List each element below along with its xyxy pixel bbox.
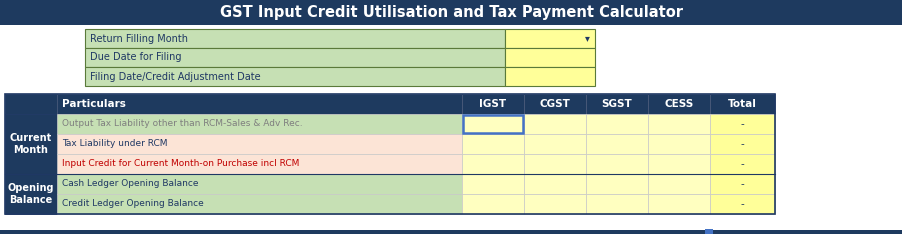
Bar bbox=[463, 115, 522, 133]
Bar bbox=[5, 174, 57, 214]
Text: CGST: CGST bbox=[539, 99, 570, 109]
Text: Current
Month: Current Month bbox=[10, 133, 52, 155]
Text: Total: Total bbox=[727, 99, 756, 109]
Bar bbox=[585, 94, 648, 114]
Text: -: - bbox=[740, 179, 743, 189]
Bar bbox=[585, 194, 648, 214]
Bar bbox=[5, 114, 57, 174]
Text: Filing Date/Credit Adjustment Date: Filing Date/Credit Adjustment Date bbox=[90, 72, 261, 81]
Bar bbox=[504, 29, 594, 48]
Bar bbox=[85, 67, 504, 86]
Bar bbox=[462, 134, 523, 154]
Text: Credit Ledger Opening Balance: Credit Ledger Opening Balance bbox=[62, 200, 204, 208]
Text: -: - bbox=[740, 119, 743, 129]
Text: -: - bbox=[740, 139, 743, 149]
Text: Due Date for Filing: Due Date for Filing bbox=[90, 52, 181, 62]
Text: Particulars: Particulars bbox=[62, 99, 125, 109]
Bar bbox=[0, 0, 902, 25]
Text: CESS: CESS bbox=[664, 99, 693, 109]
Bar bbox=[57, 94, 462, 114]
Bar bbox=[648, 94, 709, 114]
Text: SGST: SGST bbox=[601, 99, 631, 109]
Bar bbox=[5, 94, 57, 114]
Bar bbox=[709, 174, 774, 194]
Bar bbox=[523, 154, 585, 174]
Text: Output Tax Liability other than RCM-Sales & Adv Rec.: Output Tax Liability other than RCM-Sale… bbox=[62, 120, 302, 128]
Bar bbox=[709, 134, 774, 154]
Bar bbox=[523, 94, 585, 114]
Bar bbox=[57, 174, 462, 194]
Bar bbox=[462, 154, 523, 174]
Bar bbox=[585, 114, 648, 134]
Text: ▾: ▾ bbox=[584, 33, 589, 44]
Bar bbox=[523, 134, 585, 154]
Bar bbox=[57, 134, 462, 154]
Bar bbox=[462, 94, 523, 114]
Bar bbox=[5, 94, 774, 214]
Bar bbox=[709, 154, 774, 174]
Bar bbox=[57, 194, 462, 214]
Text: Input Credit for Current Month-on Purchase incl RCM: Input Credit for Current Month-on Purcha… bbox=[62, 160, 299, 168]
Bar bbox=[709, 114, 774, 134]
Bar bbox=[585, 134, 648, 154]
Bar bbox=[85, 48, 504, 67]
Text: Tax Liability under RCM: Tax Liability under RCM bbox=[62, 139, 167, 149]
Bar bbox=[585, 154, 648, 174]
Bar bbox=[648, 154, 709, 174]
Bar bbox=[648, 134, 709, 154]
Text: Opening
Balance: Opening Balance bbox=[8, 183, 54, 205]
Text: Cash Ledger Opening Balance: Cash Ledger Opening Balance bbox=[62, 179, 198, 189]
Bar bbox=[709, 194, 774, 214]
Bar bbox=[462, 174, 523, 194]
Bar bbox=[648, 114, 709, 134]
Bar bbox=[462, 194, 523, 214]
Bar bbox=[523, 174, 585, 194]
Text: GST Input Credit Utilisation and Tax Payment Calculator: GST Input Credit Utilisation and Tax Pay… bbox=[220, 5, 682, 20]
Bar bbox=[504, 48, 594, 67]
Bar bbox=[57, 154, 462, 174]
Text: Return Filling Month: Return Filling Month bbox=[90, 33, 188, 44]
Bar bbox=[704, 229, 713, 234]
Bar bbox=[57, 114, 462, 134]
Bar bbox=[523, 194, 585, 214]
Bar bbox=[648, 194, 709, 214]
Bar bbox=[0, 230, 902, 234]
Bar bbox=[523, 114, 585, 134]
Text: -: - bbox=[740, 199, 743, 209]
Text: IGST: IGST bbox=[479, 99, 506, 109]
Bar bbox=[462, 114, 523, 134]
Bar bbox=[709, 94, 774, 114]
Bar bbox=[585, 174, 648, 194]
Text: -: - bbox=[740, 159, 743, 169]
Bar bbox=[85, 29, 504, 48]
Bar bbox=[504, 67, 594, 86]
Bar bbox=[648, 174, 709, 194]
